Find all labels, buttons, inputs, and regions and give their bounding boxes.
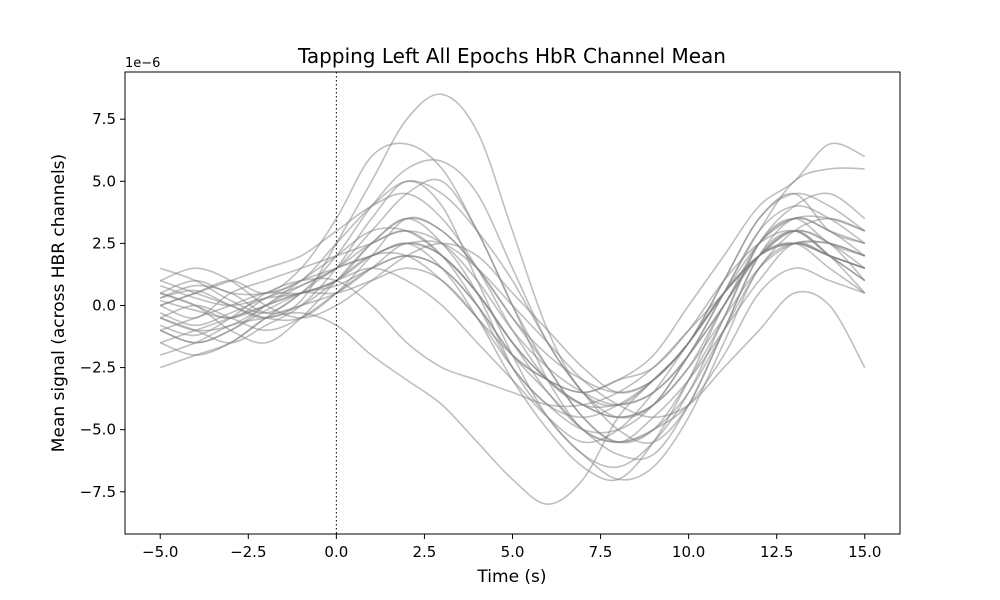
x-tick-label: 5.0: [501, 543, 525, 561]
x-tick-label: 15.0: [848, 543, 881, 561]
epoch-line-23: [159, 142, 866, 394]
y-tick-label: 0.0: [92, 296, 116, 314]
epoch-line-1: [159, 158, 866, 444]
epoch-line-25: [159, 240, 866, 419]
x-tick-label: −2.5: [230, 543, 266, 561]
x-tick-label: 7.5: [589, 543, 613, 561]
x-tick-label: 12.5: [760, 543, 793, 561]
x-tick-label: −5.0: [142, 543, 178, 561]
epoch-line-19: [159, 167, 865, 409]
y-tick-label: −5.0: [80, 421, 116, 439]
epoch-lines: [159, 93, 866, 505]
y-axis-label: Mean signal (across HBR channels): [49, 154, 69, 452]
epoch-line-11: [159, 205, 866, 434]
epoch-line-21: [159, 217, 866, 394]
y-axis-offset-label: 1e−6: [125, 56, 160, 71]
y-tick-label: −7.5: [80, 483, 116, 501]
epoch-line-24: [159, 230, 866, 406]
y-tick-label: 5.0: [92, 172, 116, 190]
epoch-line-13: [159, 180, 866, 419]
y-tick-label: 7.5: [92, 110, 116, 128]
y-axis: −7.5 −5.0 −2.5 0.0 2.5 5.0 7.5: [80, 110, 125, 501]
epoch-line-8: [159, 230, 866, 461]
chart-title: Tapping Left All Epochs HbR Channel Mean: [297, 44, 726, 68]
x-axis: −5.0 −2.5 0.0 2.5 5.0 7.5 10.0 12.5 15.0: [142, 534, 881, 561]
epoch-line-3: [160, 93, 866, 407]
x-tick-label: 10.0: [672, 543, 705, 561]
epoch-line-14: [159, 242, 866, 482]
epoch-line-22: [159, 227, 866, 419]
x-tick-label: 0.0: [324, 543, 348, 561]
epoch-line-12: [159, 229, 866, 444]
plot-frame: [124, 71, 901, 535]
x-tick-label: 2.5: [413, 543, 437, 561]
epoch-line-6: [159, 192, 866, 505]
x-axis-label: Time (s): [476, 567, 546, 587]
y-tick-label: −2.5: [80, 359, 116, 377]
y-tick-label: 2.5: [92, 234, 116, 252]
